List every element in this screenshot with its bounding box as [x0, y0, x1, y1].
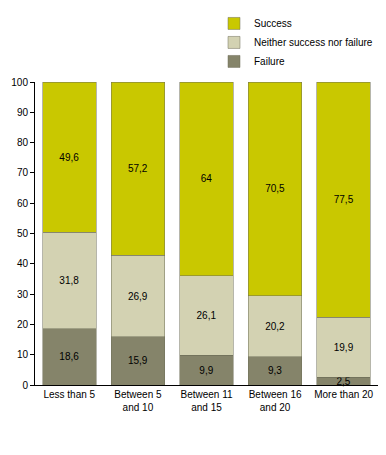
svg-text:100: 100 — [11, 77, 28, 88]
svg-text:64: 64 — [201, 173, 213, 184]
svg-text:50: 50 — [17, 228, 29, 239]
svg-text:9,9: 9,9 — [199, 365, 213, 376]
svg-text:Failure: Failure — [254, 56, 285, 67]
svg-text:60: 60 — [17, 198, 29, 209]
svg-text:10: 10 — [17, 349, 29, 360]
svg-text:19,9: 19,9 — [334, 342, 354, 353]
svg-text:Success: Success — [254, 18, 292, 29]
svg-text:77,5: 77,5 — [334, 194, 354, 205]
svg-text:31,8: 31,8 — [59, 275, 79, 286]
svg-text:9,3: 9,3 — [268, 365, 282, 376]
svg-text:2,5: 2,5 — [337, 376, 351, 387]
svg-text:Between 16and 20: Between 16and 20 — [249, 389, 302, 413]
svg-text:80: 80 — [17, 137, 29, 148]
svg-text:30: 30 — [17, 289, 29, 300]
svg-text:57,2: 57,2 — [128, 163, 148, 174]
svg-text:More than 20: More than 20 — [314, 389, 373, 400]
svg-text:26,1: 26,1 — [197, 310, 217, 321]
svg-text:40: 40 — [17, 258, 29, 269]
svg-text:90: 90 — [17, 107, 29, 118]
svg-text:Less than 5: Less than 5 — [43, 389, 95, 400]
svg-text:15,9: 15,9 — [128, 355, 148, 366]
svg-text:Neither success nor failure: Neither success nor failure — [254, 37, 373, 48]
svg-text:20: 20 — [17, 319, 29, 330]
svg-text:20,2: 20,2 — [265, 321, 285, 332]
svg-text:18,6: 18,6 — [59, 351, 79, 362]
svg-text:26,9: 26,9 — [128, 291, 148, 302]
svg-text:70: 70 — [17, 167, 29, 178]
svg-text:0: 0 — [22, 380, 28, 391]
svg-text:49,6: 49,6 — [59, 152, 79, 163]
svg-text:Between 11and 15: Between 11and 15 — [180, 389, 233, 413]
svg-text:Between 5and 10: Between 5and 10 — [114, 389, 162, 413]
svg-text:70,5: 70,5 — [265, 183, 285, 194]
